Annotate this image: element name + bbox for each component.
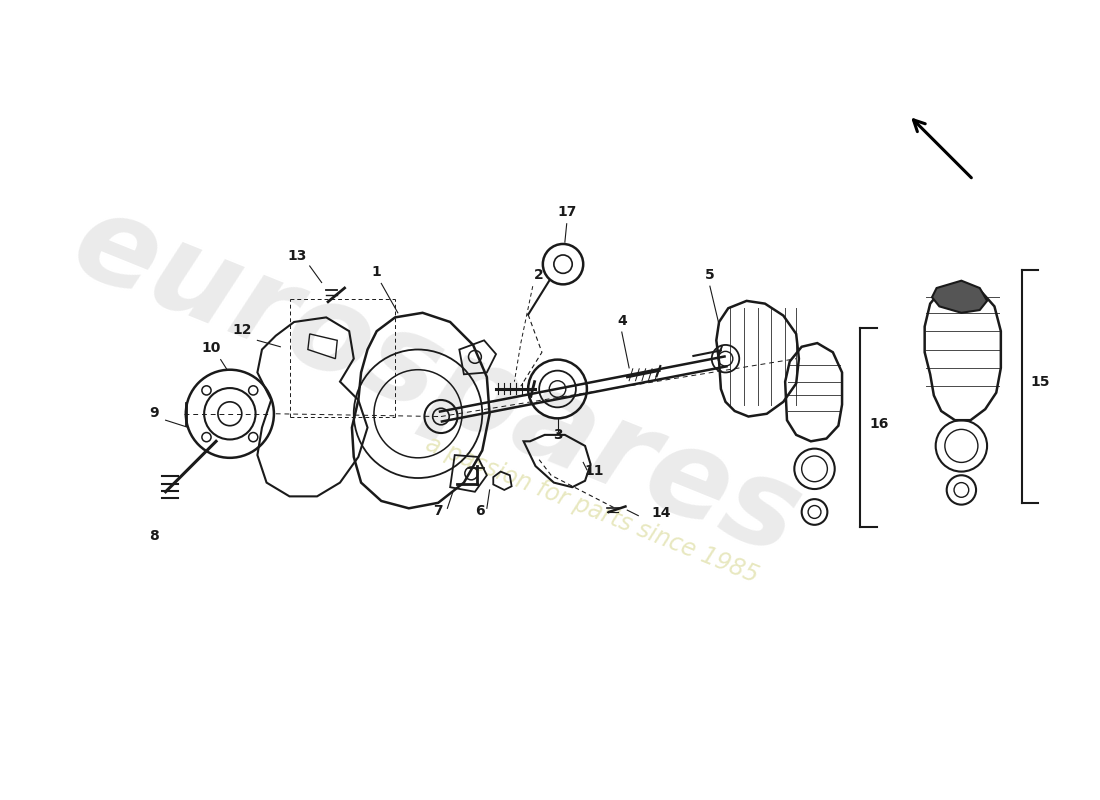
Text: 14: 14	[651, 506, 671, 521]
Text: 10: 10	[201, 342, 221, 355]
Text: 5: 5	[705, 268, 715, 282]
Text: 6: 6	[475, 504, 485, 518]
Text: a passion for parts since 1985: a passion for parts since 1985	[422, 432, 762, 588]
Text: 16: 16	[869, 417, 889, 430]
Text: 4: 4	[617, 314, 627, 328]
Text: 15: 15	[1031, 375, 1050, 390]
Text: 12: 12	[232, 323, 252, 337]
Text: 3: 3	[552, 427, 562, 442]
Text: eurospares: eurospares	[56, 182, 816, 581]
Text: 2: 2	[535, 268, 544, 282]
Text: 8: 8	[148, 529, 158, 542]
Polygon shape	[932, 281, 987, 313]
Text: 7: 7	[433, 504, 443, 518]
Text: 1: 1	[372, 265, 382, 279]
Text: 11: 11	[584, 464, 604, 478]
Text: 17: 17	[557, 206, 576, 219]
Text: 13: 13	[287, 250, 307, 263]
Text: 9: 9	[148, 406, 158, 419]
